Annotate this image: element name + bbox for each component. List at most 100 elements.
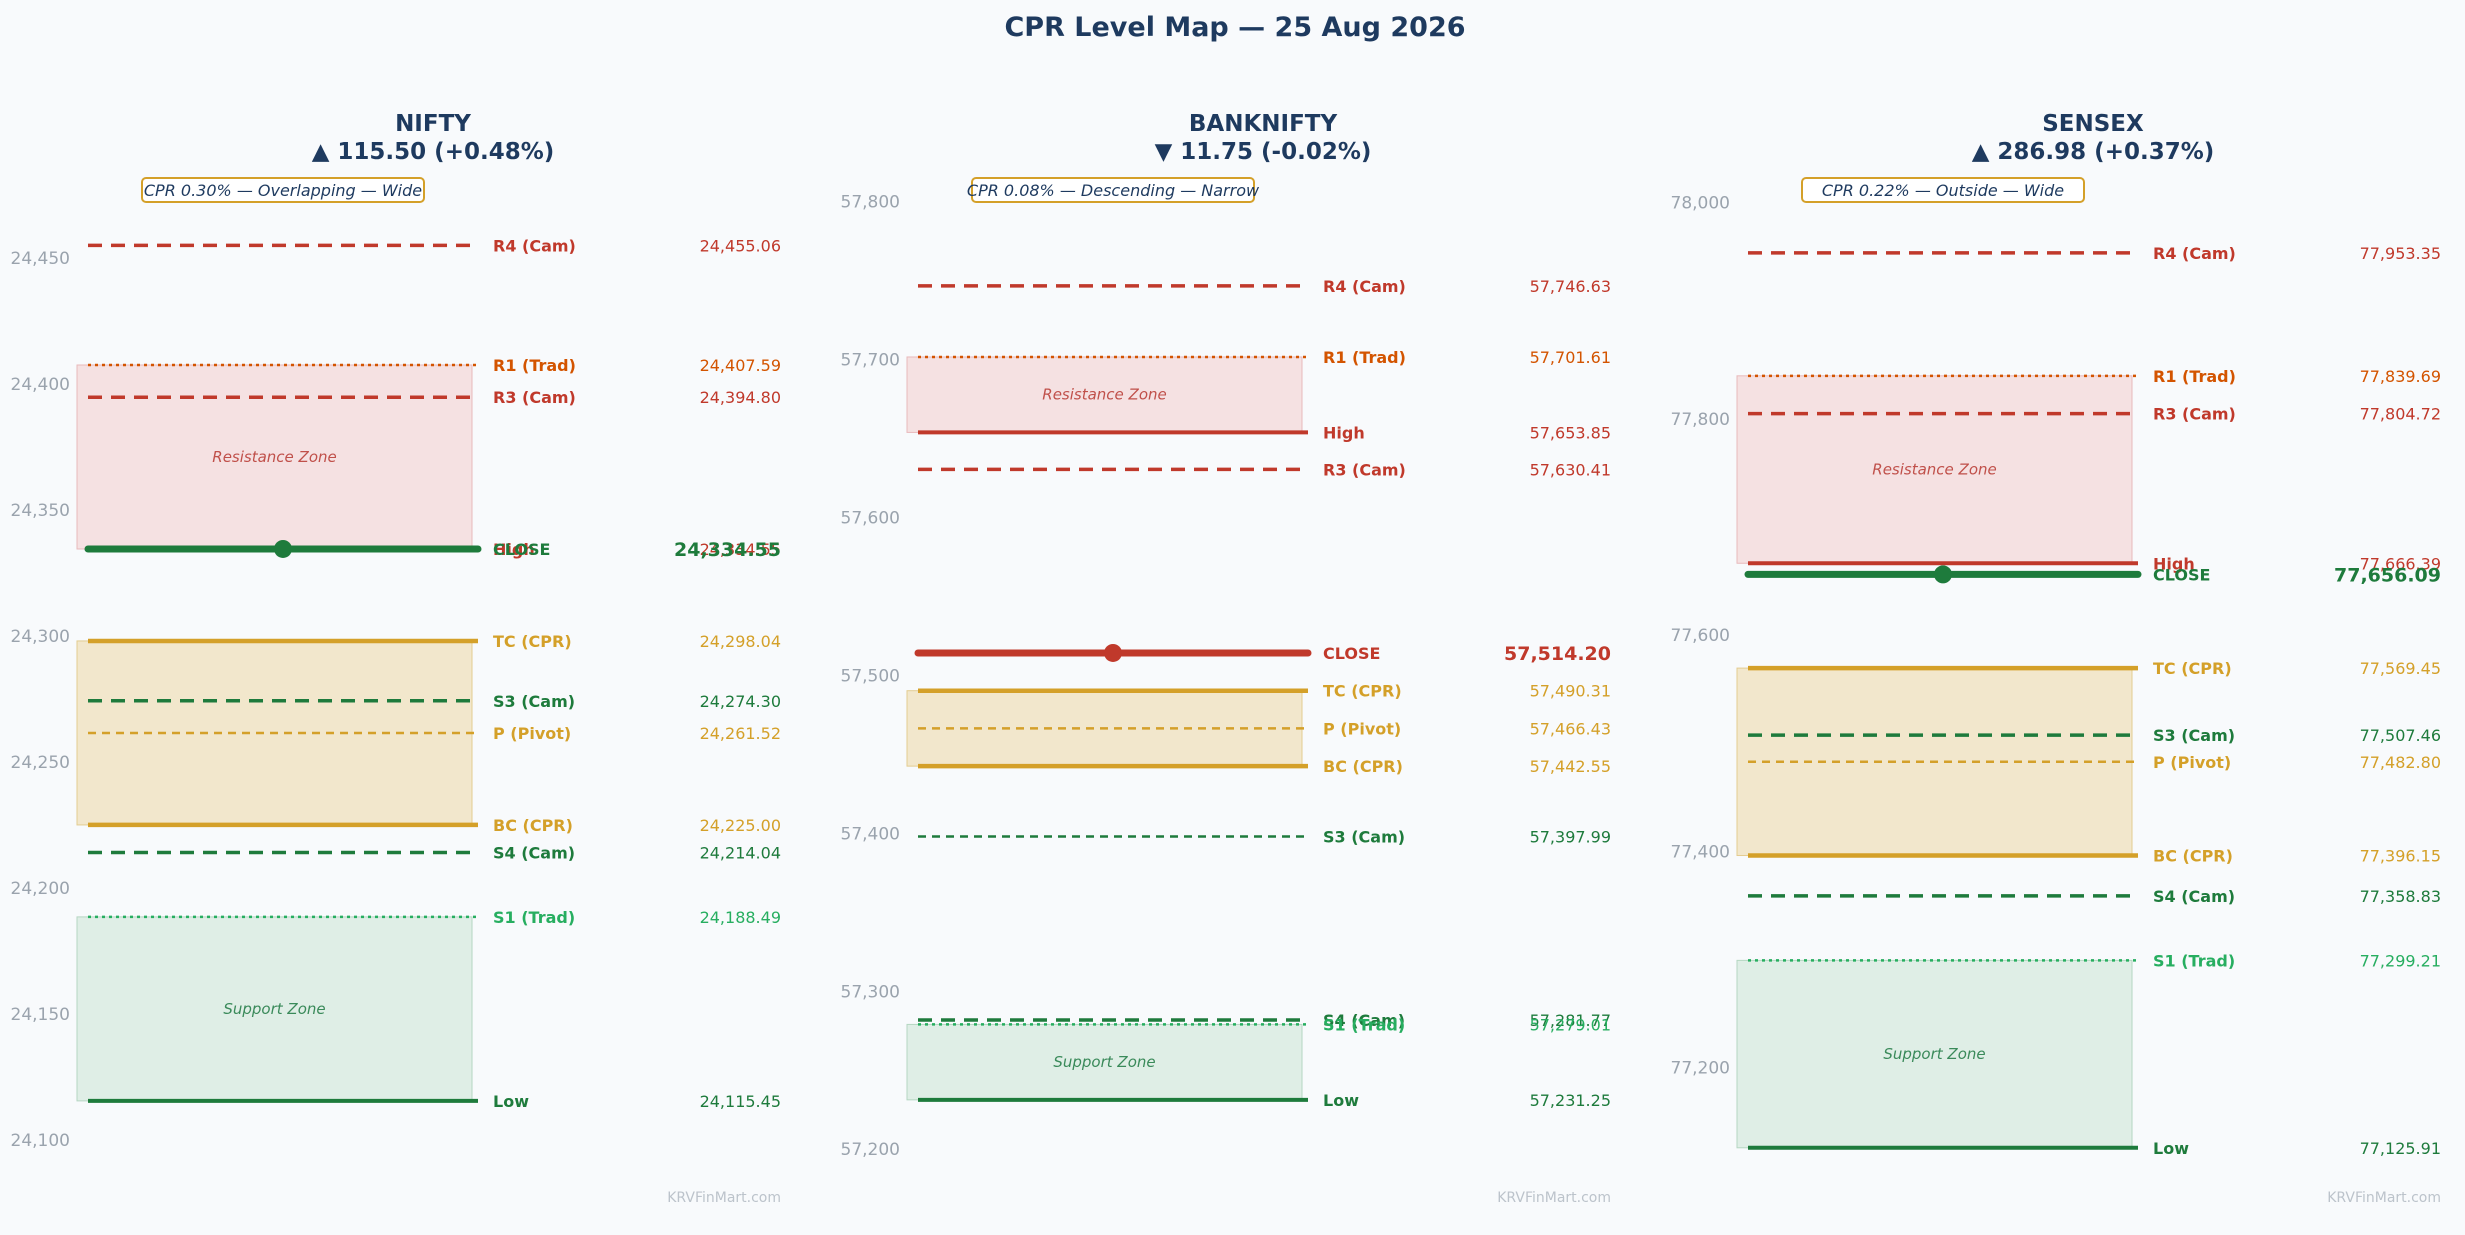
level-name: R1 (Trad) <box>2153 367 2236 386</box>
level-name: R1 (Trad) <box>1323 348 1406 367</box>
close-marker <box>1934 565 1952 584</box>
level-value: 24,115.45 <box>700 1092 781 1111</box>
level-value: 57,231.25 <box>1530 1091 1611 1110</box>
panel-sensex: SENSEX▲ 286.98 (+0.37%) CPR 0.22% — Outsi… <box>1671 111 2441 1206</box>
level-value: 57,397.99 <box>1530 828 1611 847</box>
y-tick-label: 57,800 <box>841 193 900 213</box>
y-tick-label: 57,400 <box>841 824 900 844</box>
level-name: BC (CPR) <box>493 816 573 835</box>
level-value: 77,569.45 <box>2360 659 2441 678</box>
level-value: 57,279.01 <box>1530 1015 1611 1034</box>
y-tick-label: 77,200 <box>1671 1059 1730 1079</box>
y-tick-label: 77,800 <box>1671 410 1730 430</box>
level-name: Low <box>493 1092 529 1111</box>
level-name: S3 (Cam) <box>2153 726 2235 745</box>
level-value: 77,953.35 <box>2360 244 2441 263</box>
support-zone <box>1736 959 2133 1149</box>
close-label: CLOSE <box>1323 644 1380 663</box>
level-value: 24,334.55 <box>700 540 781 559</box>
level-value: 57,490.31 <box>1530 682 1611 701</box>
y-tick-label: 77,400 <box>1671 842 1730 862</box>
y-tick-label: 57,500 <box>841 666 900 686</box>
y-tick-label: 24,300 <box>11 627 70 647</box>
level-value: 24,274.30 <box>700 692 781 711</box>
watermark: KRVFinMart.com <box>2327 1190 2441 1206</box>
level-name: R4 (Cam) <box>1323 277 1406 296</box>
level-name: S4 (Cam) <box>493 844 575 863</box>
watermark: KRVFinMart.com <box>1497 1190 1611 1206</box>
panel-change: ▼ 11.75 (-0.02%) <box>1155 139 1372 165</box>
support-zone <box>906 1023 1303 1101</box>
level-value: 24,394.80 <box>700 388 781 407</box>
level-name: P (Pivot) <box>2153 753 2231 772</box>
level-value: 24,188.49 <box>700 908 781 927</box>
level-value: 57,442.55 <box>1530 757 1611 776</box>
y-tick-label: 24,350 <box>11 501 70 521</box>
level-name: Low <box>2153 1139 2189 1158</box>
level-name: TC (CPR) <box>493 632 572 651</box>
y-tick-label: 24,100 <box>11 1131 70 1151</box>
y-tick-label: 57,700 <box>841 351 900 371</box>
y-tick-label: 78,000 <box>1671 193 1730 213</box>
level-value: 57,653.85 <box>1530 423 1611 442</box>
level-name: BC (CPR) <box>1323 757 1403 776</box>
level-name: High <box>1323 423 1365 442</box>
panel-nifty: NIFTY▲ 115.50 (+0.48%) CPR 0.30% — Overla… <box>11 111 781 1206</box>
y-tick-label: 57,200 <box>841 1140 900 1160</box>
y-tick-label: 57,600 <box>841 508 900 528</box>
close-marker <box>1104 643 1122 662</box>
level-name: R3 (Cam) <box>1323 460 1406 479</box>
level-value: 24,261.52 <box>700 724 781 743</box>
level-name: S1 (Trad) <box>2153 951 2235 970</box>
level-value: 24,298.04 <box>700 632 781 651</box>
level-name: P (Pivot) <box>1323 719 1401 738</box>
panel-name: NIFTY <box>395 111 471 137</box>
level-name: S1 (Trad) <box>1323 1015 1405 1034</box>
cpr-badge-text: CPR 0.08% — Descending — Narrow <box>967 181 1260 200</box>
level-value: 24,225.00 <box>700 816 781 835</box>
level-value: 77,125.91 <box>2360 1139 2441 1158</box>
cpr-badge-text: CPR 0.30% — Overlapping — Wide <box>144 181 422 200</box>
level-name: High <box>493 540 535 559</box>
resistance-zone <box>1736 375 2133 564</box>
level-value: 57,701.61 <box>1530 348 1611 367</box>
close-label: CLOSE <box>493 540 550 559</box>
level-name: R4 (Cam) <box>493 236 576 255</box>
level-value: 57,630.41 <box>1530 460 1611 479</box>
cpr-badge <box>971 177 1255 203</box>
level-value: 24,407.59 <box>700 356 781 375</box>
level-name: S1 (Trad) <box>493 908 575 927</box>
cpr-badge <box>141 177 425 203</box>
y-tick-label: 77,600 <box>1671 626 1730 646</box>
level-name: TC (CPR) <box>1323 682 1402 701</box>
level-name: BC (CPR) <box>2153 847 2233 866</box>
level-value: 77,299.21 <box>2360 951 2441 970</box>
y-tick-label: 57,300 <box>841 982 900 1002</box>
y-tick-label: 24,400 <box>11 375 70 395</box>
level-name: S4 (Cam) <box>1323 1011 1405 1030</box>
support-zone-label: Support Zone <box>1053 1053 1155 1071</box>
panels: NIFTY▲ 115.50 (+0.48%) CPR 0.30% — Overla… <box>11 111 2441 1206</box>
level-value: 77,839.69 <box>2360 367 2441 386</box>
panel-change: ▲ 286.98 (+0.37%) <box>1972 139 2215 165</box>
resistance-zone-label: Resistance Zone <box>1872 461 1996 479</box>
level-name: S3 (Cam) <box>1323 828 1405 847</box>
panel-name: SENSEX <box>2042 111 2144 137</box>
level-name: P (Pivot) <box>493 724 571 743</box>
level-value: 77,804.72 <box>2360 405 2441 424</box>
level-value: 24,214.04 <box>700 844 781 863</box>
level-name: R1 (Trad) <box>493 356 576 375</box>
close-value: 57,514.20 <box>1504 643 1611 665</box>
y-tick-label: 24,200 <box>11 879 70 899</box>
level-value: 77,507.46 <box>2360 726 2441 745</box>
level-value: 77,396.15 <box>2360 847 2441 866</box>
level-name: R4 (Cam) <box>2153 244 2236 263</box>
y-tick-label: 24,450 <box>11 249 70 269</box>
level-name: TC (CPR) <box>2153 659 2232 678</box>
level-name: Low <box>1323 1091 1359 1110</box>
close-marker <box>274 539 292 558</box>
support-zone-label: Support Zone <box>223 1000 325 1018</box>
panel-change: ▲ 115.50 (+0.48%) <box>312 139 555 165</box>
